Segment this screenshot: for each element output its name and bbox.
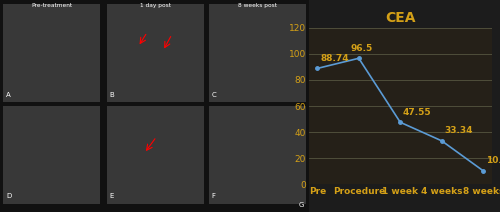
Text: G: G xyxy=(299,202,304,208)
Bar xyxy=(106,106,204,204)
Text: 1 day post: 1 day post xyxy=(140,3,171,8)
Bar xyxy=(106,4,204,102)
Text: 88.74: 88.74 xyxy=(320,54,348,63)
Text: 10.42: 10.42 xyxy=(486,156,500,165)
Text: 33.34: 33.34 xyxy=(444,126,473,135)
Text: E: E xyxy=(110,193,114,199)
Text: 96.5: 96.5 xyxy=(350,44,372,53)
Text: F: F xyxy=(212,193,216,199)
Text: 47.55: 47.55 xyxy=(403,108,432,117)
Title: CEA: CEA xyxy=(385,11,416,25)
Text: C: C xyxy=(212,92,216,98)
Text: D: D xyxy=(6,193,12,199)
Text: 8 weeks post: 8 weeks post xyxy=(238,3,277,8)
Bar xyxy=(3,106,100,204)
Bar xyxy=(3,4,100,102)
Bar xyxy=(208,106,306,204)
Text: Pre-treatment: Pre-treatment xyxy=(31,3,72,8)
Bar xyxy=(208,4,306,102)
Text: B: B xyxy=(110,92,114,98)
Text: A: A xyxy=(6,92,11,98)
